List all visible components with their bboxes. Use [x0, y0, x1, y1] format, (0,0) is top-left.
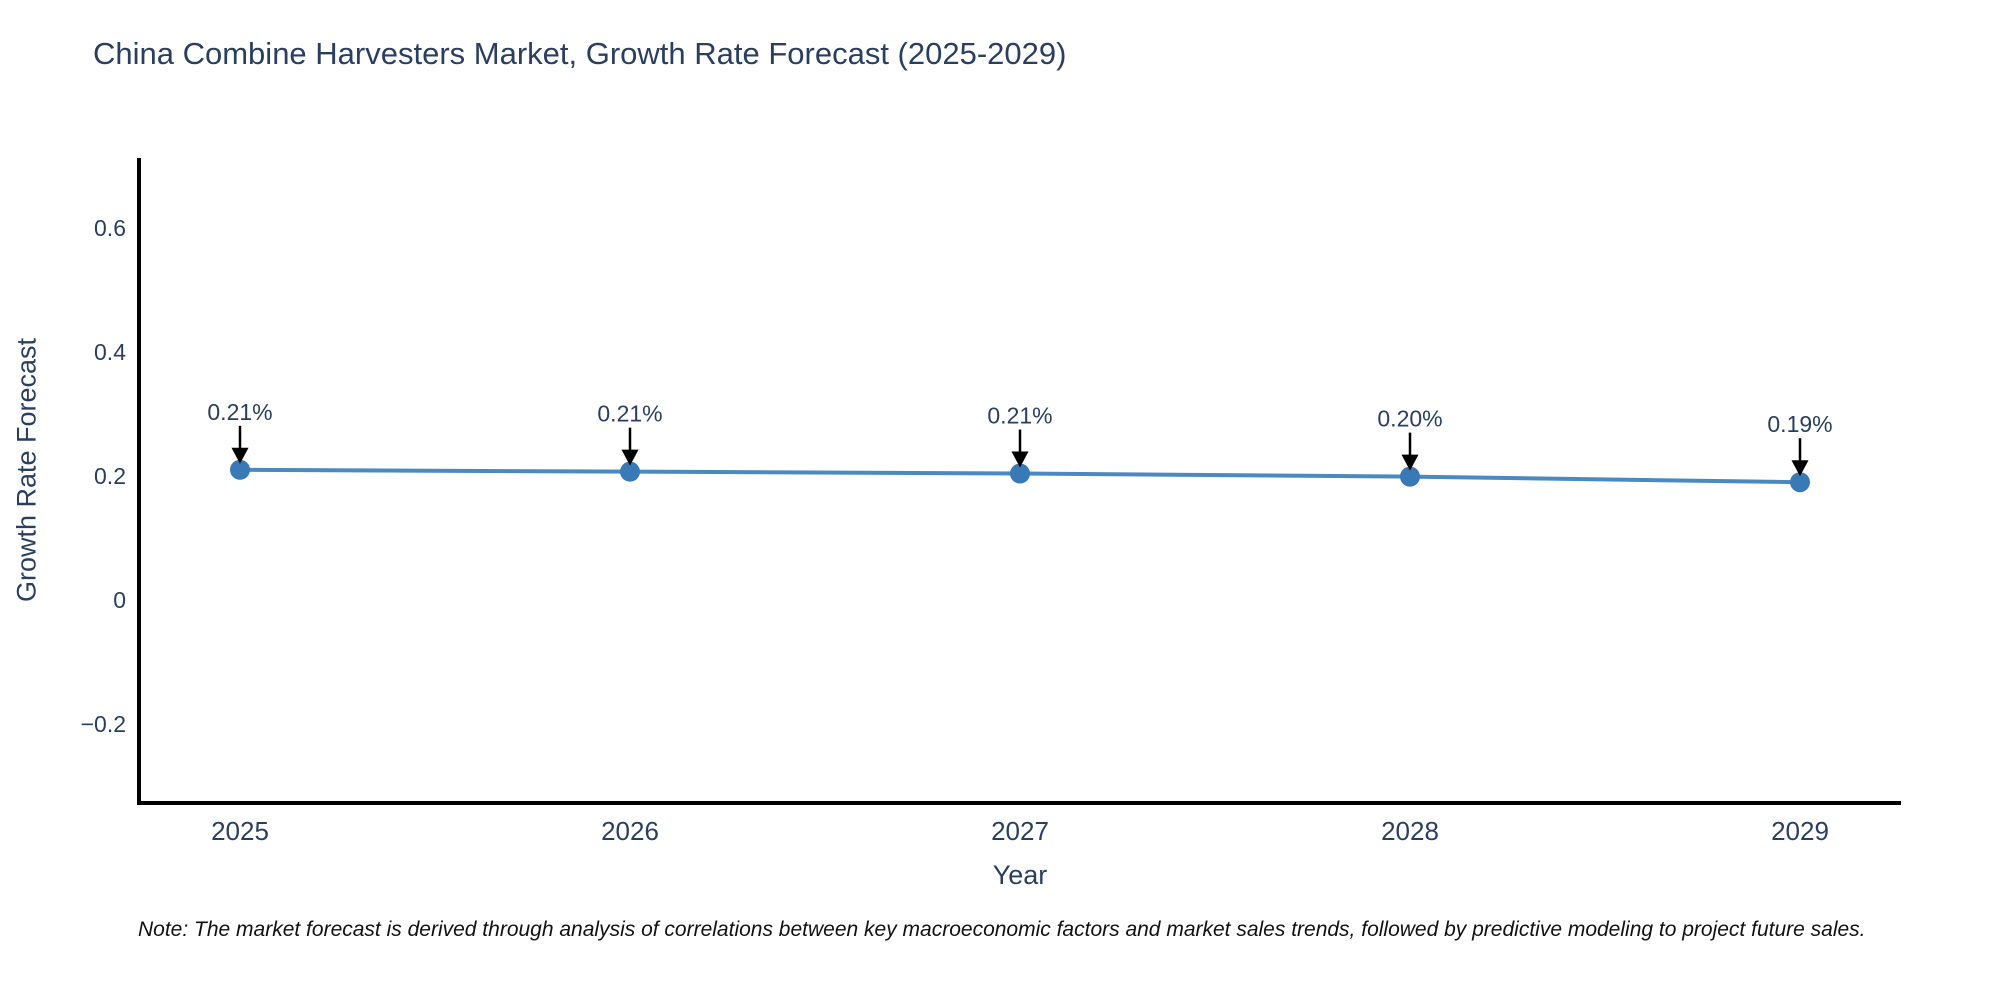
data-point-marker: [230, 459, 250, 480]
point-value-label: 0.21%: [207, 399, 272, 425]
x-tick-label: 2025: [211, 816, 269, 846]
x-tick-label: 2028: [1381, 816, 1439, 846]
data-point-marker: [1790, 472, 1810, 493]
point-value-label: 0.21%: [597, 401, 662, 427]
annotation-arrowhead: [1011, 451, 1029, 468]
y-tick-label: 0.6: [94, 215, 126, 241]
y-tick-label: −0.2: [81, 711, 126, 737]
data-point-marker: [1010, 463, 1030, 484]
data-point-marker: [1400, 466, 1420, 487]
chart-footnote: Note: The market forecast is derived thr…: [138, 918, 1866, 941]
point-value-label: 0.20%: [1377, 406, 1442, 432]
annotation-arrowhead: [1401, 454, 1419, 471]
point-value-label: 0.19%: [1767, 411, 1832, 437]
data-point-marker: [620, 461, 640, 482]
y-tick-label: 0: [113, 587, 126, 613]
y-tick-label: 0.2: [94, 463, 126, 489]
annotation-arrowhead: [231, 447, 249, 464]
point-value-label: 0.21%: [987, 403, 1052, 429]
x-axis-title: Year: [992, 860, 1048, 890]
annotation-arrowhead: [1791, 460, 1809, 477]
x-tick-label: 2029: [1771, 816, 1829, 846]
annotation-arrowhead: [621, 449, 639, 466]
y-tick-label: 0.4: [94, 339, 126, 365]
chart-title: China Combine Harvesters Market, Growth …: [93, 36, 1067, 71]
x-tick-label: 2027: [991, 816, 1049, 846]
x-tick-label: 2026: [601, 816, 659, 846]
